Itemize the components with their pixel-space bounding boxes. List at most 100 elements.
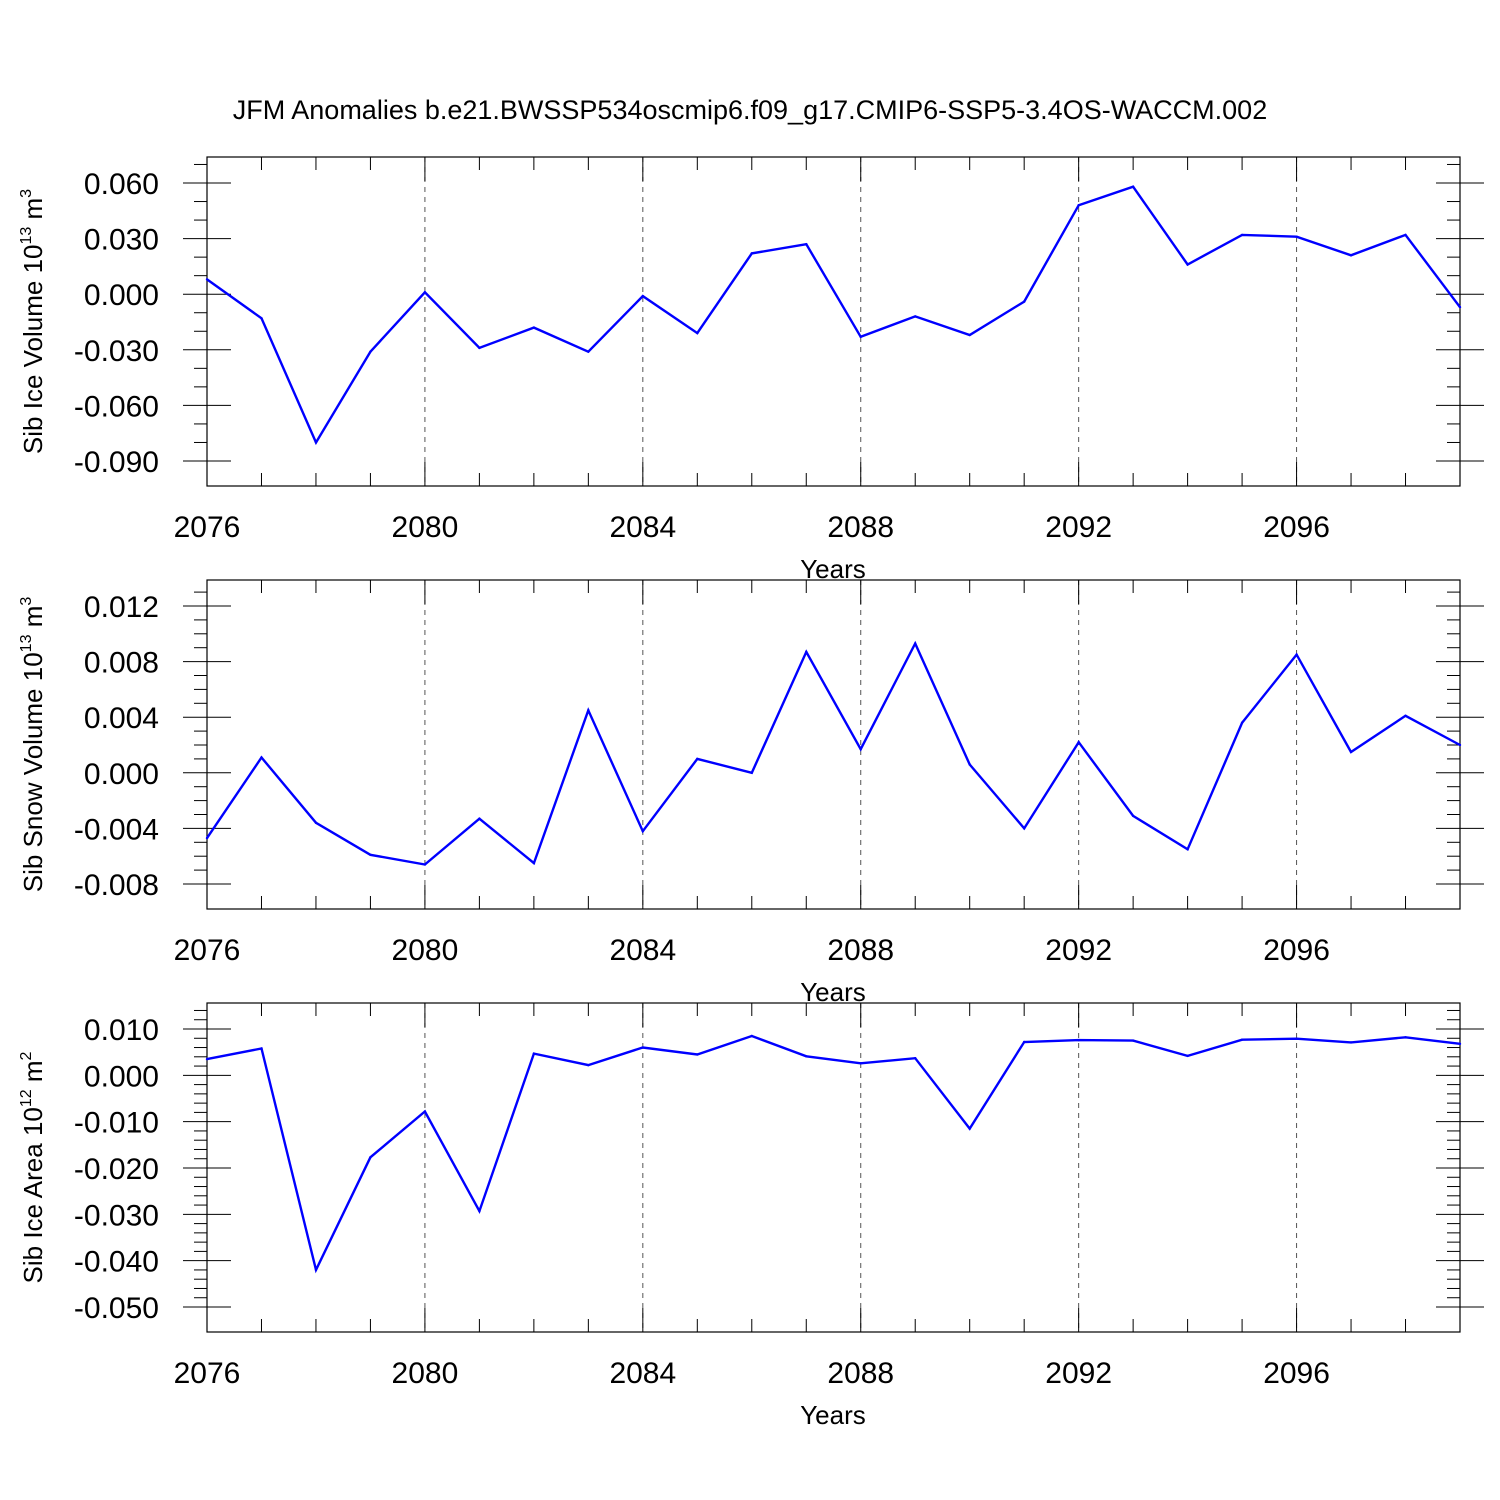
- data-point-2086: [750, 1034, 753, 1038]
- y-tick-label: -0.030: [74, 1199, 159, 1232]
- panel-ice-area: 0.010 0.000 -0.010 -0.020 -0.030 -0.040 -0.050…: [18, 1002, 1484, 1430]
- data-point-2092: [1077, 204, 1080, 207]
- x-tick-label: 2088: [827, 934, 894, 967]
- y-axis-label: Sib Ice Volume 1013 m3: [18, 189, 48, 454]
- data-point-2090: [968, 1127, 971, 1130]
- data-point-2088: [859, 1062, 862, 1065]
- data-point-2093: [1131, 814, 1135, 818]
- x-tick-label: 2096: [1263, 511, 1330, 544]
- plot-frame: [206, 156, 1461, 487]
- data-point-2089: [914, 1056, 917, 1060]
- y-tick-label: 0.000: [84, 1060, 159, 1093]
- data-point-2076: [205, 1057, 209, 1061]
- data-point-2099: [1458, 305, 1462, 309]
- data-point-2099: [1458, 743, 1462, 747]
- y-tick-label: -0.020: [74, 1153, 159, 1186]
- x-tick-label: 2080: [392, 511, 459, 544]
- data-point-2091: [1022, 1040, 1026, 1044]
- y-tick-label: 0.012: [84, 591, 159, 624]
- data-point-2090: [968, 763, 971, 766]
- figure-title: JFM Anomalies b.e21.BWSSP534oscmip6.f09_…: [233, 95, 1267, 125]
- y-tick-label: 0.008: [84, 647, 159, 680]
- data-point-2082: [532, 861, 536, 865]
- data-point-2079: [369, 350, 372, 353]
- x-tick-label: 2080: [392, 934, 459, 967]
- data-point-2078: [314, 821, 318, 825]
- y-tick-label: -0.010: [74, 1107, 159, 1140]
- x-tick-label: 2084: [609, 1357, 676, 1390]
- y-axis-label: Sib Ice Area 1012 m2: [18, 1051, 48, 1283]
- x-tick-label: 2092: [1045, 1357, 1112, 1390]
- data-point-2096: [1295, 653, 1298, 656]
- x-tick-label: 2084: [609, 934, 676, 967]
- y-tick-label: 0.030: [84, 224, 159, 257]
- data-point-2098: [1404, 714, 1407, 718]
- y-tick-label: -0.008: [74, 869, 159, 902]
- data-point-2091: [1022, 300, 1026, 303]
- x-axis-label: Years: [800, 554, 866, 584]
- panel-snow-volume: 0.012 0.008 0.004 0.000 -0.004 -0.008 2076 2080…: [18, 579, 1484, 1007]
- data-point-2079: [369, 1156, 372, 1159]
- x-tick-label: 2084: [609, 511, 676, 544]
- data-point-2098: [1404, 233, 1407, 237]
- data-point-2081: [478, 346, 481, 350]
- data-point-2096: [1295, 235, 1298, 238]
- y-tick-label: 0.000: [84, 279, 159, 312]
- data-point-2094: [1186, 1054, 1189, 1058]
- y-tick-label: -0.004: [74, 813, 159, 846]
- data-point-2083: [587, 350, 590, 353]
- data-point-2084: [641, 1046, 645, 1049]
- data-point-2077: [260, 317, 263, 320]
- data-point-2078: [314, 1268, 318, 1272]
- series-line-snow-volume: [206, 640, 1461, 866]
- data-point-2095: [1240, 233, 1244, 237]
- x-tick-label: 2076: [174, 511, 241, 544]
- data-point-2077: [260, 1047, 263, 1050]
- data-point-2098: [1404, 1036, 1407, 1039]
- x-tick-label: 2096: [1263, 934, 1330, 967]
- data-point-2081: [478, 1209, 481, 1213]
- data-point-2080: [423, 1110, 427, 1113]
- data-point-2082: [532, 326, 536, 329]
- data-point-2085: [696, 1053, 699, 1056]
- data-point-2083: [587, 1063, 590, 1067]
- data-point-2091: [1022, 827, 1026, 830]
- data-point-2076: [205, 278, 209, 281]
- data-point-2080: [423, 863, 427, 866]
- data-point-2095: [1240, 1038, 1244, 1041]
- y-tick-label: 0.010: [84, 1014, 159, 1047]
- data-point-2076: [205, 836, 209, 840]
- data-point-2099: [1458, 1042, 1462, 1046]
- series-line-ice-volume: [206, 185, 1461, 446]
- data-point-2088: [859, 335, 862, 339]
- y-tick-label: -0.030: [74, 335, 159, 368]
- panel-ice-volume: 0.060 0.030 0.000 -0.030 -0.060 -0.090 2076 208…: [18, 156, 1484, 584]
- data-point-2092: [1077, 1038, 1080, 1042]
- data-point-2094: [1186, 848, 1189, 851]
- y-tick-label: 0.000: [84, 758, 159, 791]
- x-tick-label: 2076: [174, 1357, 241, 1390]
- y-tick-label: -0.050: [74, 1292, 159, 1325]
- x-tick-label: 2088: [827, 1357, 894, 1390]
- data-point-2084: [641, 294, 645, 298]
- y-tick-label: -0.040: [74, 1246, 159, 1279]
- data-point-2096: [1295, 1037, 1298, 1040]
- x-tick-label: 2080: [392, 1357, 459, 1390]
- data-point-2084: [641, 829, 645, 833]
- x-axis-label: Years: [800, 1400, 866, 1430]
- data-point-2090: [968, 333, 971, 337]
- data-point-2088: [859, 747, 862, 751]
- data-point-2087: [805, 242, 808, 246]
- data-point-2093: [1131, 185, 1135, 188]
- x-tick-label: 2076: [174, 934, 241, 967]
- data-point-2086: [750, 252, 753, 255]
- x-tick-label: 2096: [1263, 1357, 1330, 1390]
- data-point-2093: [1131, 1039, 1135, 1042]
- data-point-2097: [1349, 1041, 1353, 1044]
- y-tick-label: 0.004: [84, 702, 159, 735]
- x-axis-label: Years: [800, 977, 866, 1007]
- data-point-2078: [314, 441, 318, 444]
- y-axis-label: Sib Snow Volume 1013 m3: [18, 597, 48, 893]
- y-tick-label: -0.060: [74, 390, 159, 423]
